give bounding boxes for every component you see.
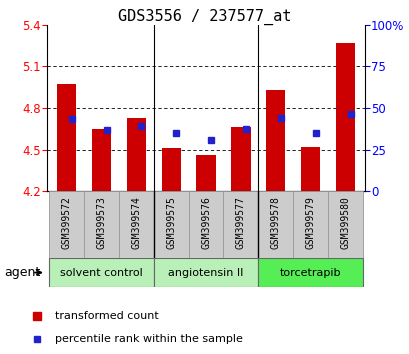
Bar — [153, 191, 188, 258]
Text: torcetrapib: torcetrapib — [279, 268, 341, 278]
Text: agent: agent — [4, 266, 40, 279]
Text: GSM399575: GSM399575 — [166, 196, 176, 249]
Bar — [188, 191, 223, 258]
Bar — [335, 43, 355, 191]
Bar — [301, 147, 319, 191]
Text: GDS3556 / 237577_at: GDS3556 / 237577_at — [118, 9, 291, 25]
Bar — [328, 191, 362, 258]
Bar — [231, 127, 250, 191]
Bar — [292, 191, 328, 258]
Text: GSM399572: GSM399572 — [61, 196, 71, 249]
Bar — [49, 191, 83, 258]
Text: transformed count: transformed count — [55, 311, 159, 321]
Bar — [153, 258, 258, 287]
Text: angiotensin II: angiotensin II — [168, 268, 243, 278]
Bar — [258, 258, 362, 287]
Text: GSM399574: GSM399574 — [131, 196, 141, 249]
Text: percentile rank within the sample: percentile rank within the sample — [55, 334, 243, 344]
Bar — [265, 90, 285, 191]
Text: GSM399573: GSM399573 — [96, 196, 106, 249]
Text: solvent control: solvent control — [60, 268, 142, 278]
Text: GSM399578: GSM399578 — [270, 196, 280, 249]
Text: GSM399576: GSM399576 — [200, 196, 211, 249]
Bar — [83, 191, 119, 258]
Bar — [92, 129, 110, 191]
Text: GSM399580: GSM399580 — [340, 196, 350, 249]
Bar — [126, 118, 146, 191]
Bar — [258, 191, 292, 258]
Bar — [119, 191, 153, 258]
Text: GSM399579: GSM399579 — [305, 196, 315, 249]
Bar — [196, 155, 215, 191]
Bar — [223, 191, 258, 258]
Bar — [56, 84, 76, 191]
Bar — [161, 148, 180, 191]
Text: GSM399577: GSM399577 — [235, 196, 245, 249]
Bar — [49, 258, 153, 287]
